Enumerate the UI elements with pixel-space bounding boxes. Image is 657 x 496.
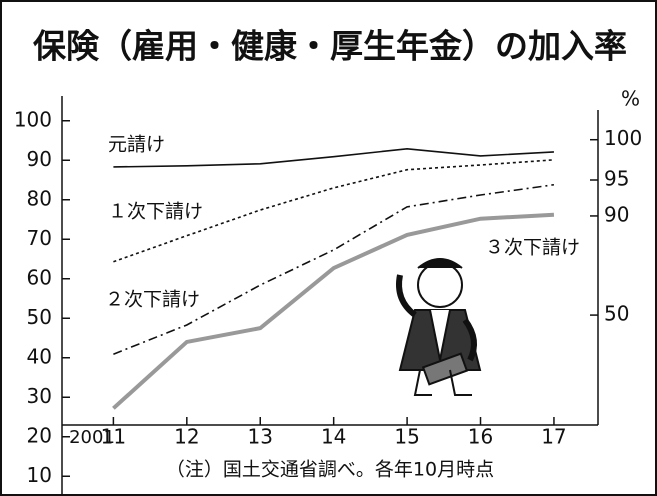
y-tick-label: 80 — [27, 186, 52, 210]
y-tick-label: 60 — [27, 265, 52, 289]
series-label: １次下請け — [108, 201, 203, 223]
y-tick-label: 90 — [27, 147, 52, 171]
x-tick-label: 17 — [541, 425, 566, 449]
series-label: ２次下請け — [105, 289, 200, 311]
x-tick-label: 14 — [321, 425, 346, 449]
y-tick-label: 20 — [27, 423, 52, 447]
x-tick-label: 11 — [101, 425, 126, 449]
series-line — [112, 212, 555, 410]
chart-title: 保険（雇用・健康・厚生年金）の加入率 — [33, 27, 627, 66]
y2-unit: % — [621, 87, 640, 111]
y-tick-label: 100 — [14, 107, 52, 131]
y-tick-label: 10 — [27, 463, 52, 487]
x-start-label: 2001 — [69, 427, 115, 448]
x-tick-label: 13 — [248, 425, 273, 449]
x-tick-label: 12 — [174, 425, 199, 449]
y2-tick-label: 50 — [604, 302, 629, 326]
y2-tick-label: 95 — [604, 167, 629, 191]
series-line — [113, 183, 555, 355]
x-tick-label: 15 — [394, 425, 419, 449]
y-tick-label: 50 — [27, 305, 52, 329]
x-tick-label: 16 — [468, 425, 493, 449]
series-line — [113, 147, 554, 168]
y-tick-label: 30 — [27, 384, 52, 408]
y2-tick-label: 90 — [604, 202, 629, 226]
note: （注）国土交通省調べ。各年10月時点 — [166, 459, 494, 481]
series-label: 元請け — [108, 134, 165, 156]
y2-tick-label: 100 — [604, 126, 642, 150]
mascot — [396, 258, 482, 396]
y-tick-label: 70 — [27, 226, 52, 250]
series-label: ３次下請け — [485, 237, 580, 259]
y-tick-label: 40 — [27, 344, 52, 368]
